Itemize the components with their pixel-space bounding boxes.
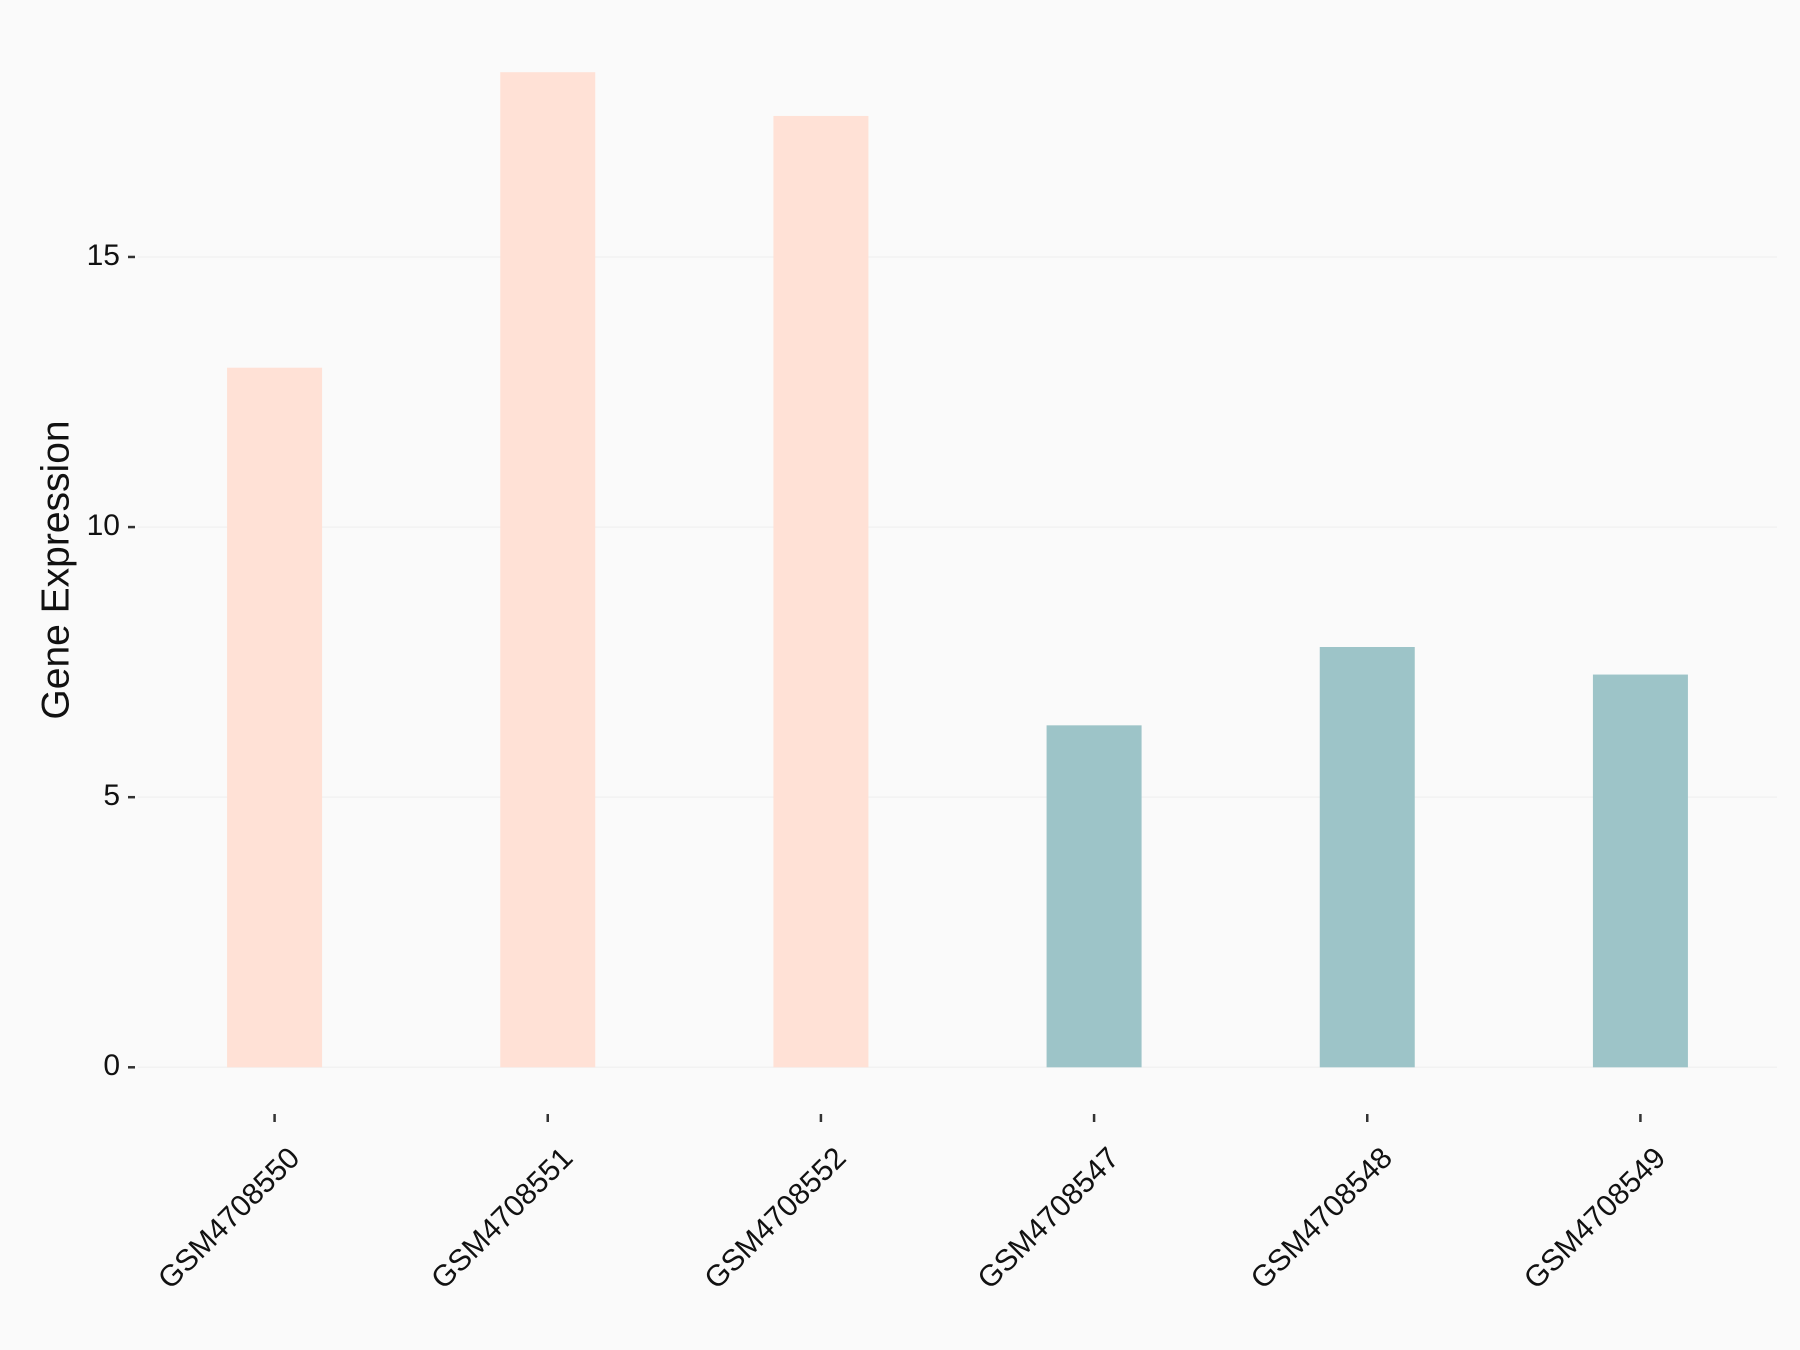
y-axis-label: Gene Expression <box>34 420 77 719</box>
y-tick-label: 0 <box>103 1049 120 1082</box>
bar <box>773 115 869 1068</box>
bar <box>227 367 323 1068</box>
y-tick-label: 15 <box>87 239 120 272</box>
y-tick-label: 5 <box>103 779 120 812</box>
bar <box>500 72 596 1068</box>
bar <box>1319 647 1415 1068</box>
y-tick-label: 10 <box>87 509 120 542</box>
bar <box>1046 725 1142 1068</box>
bar <box>1592 674 1688 1068</box>
